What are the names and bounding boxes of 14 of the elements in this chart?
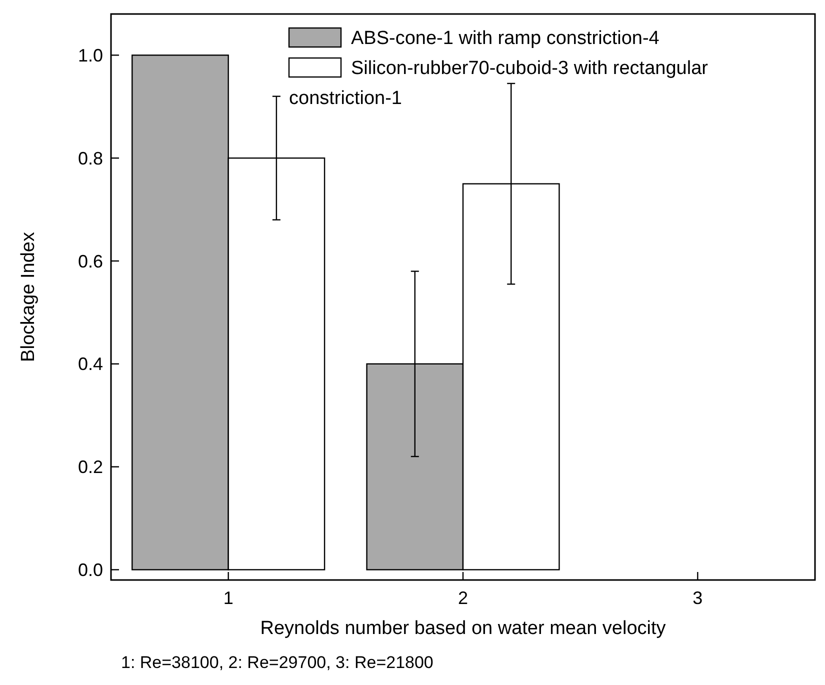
y-tick-label: 0.2: [78, 457, 103, 478]
y-axis-title: Blockage Index: [18, 232, 39, 362]
legend-label: ABS-cone-1 with ramp constriction-4: [351, 28, 660, 49]
legend-label: Silicon-rubber70-cuboid-3 with rectangular constriction-1: [289, 58, 709, 109]
y-tick-label: 0.0: [78, 560, 103, 580]
x-tick-label: 1: [223, 588, 234, 608]
x-axis-title: Reynolds number based on water mean velocity: [260, 618, 666, 639]
y-tick-label: 1.0: [78, 45, 103, 66]
y-tick-label: 0.6: [78, 251, 103, 272]
x-tick-label: 3: [692, 588, 703, 608]
x-tick-label: 2: [458, 588, 468, 608]
y-tick-label: 0.8: [78, 148, 103, 168]
y-tick-label: 0.4: [78, 354, 103, 374]
text: 1: Re=38100, 2: Re=29700, 3: Re=21800: [121, 653, 434, 672]
